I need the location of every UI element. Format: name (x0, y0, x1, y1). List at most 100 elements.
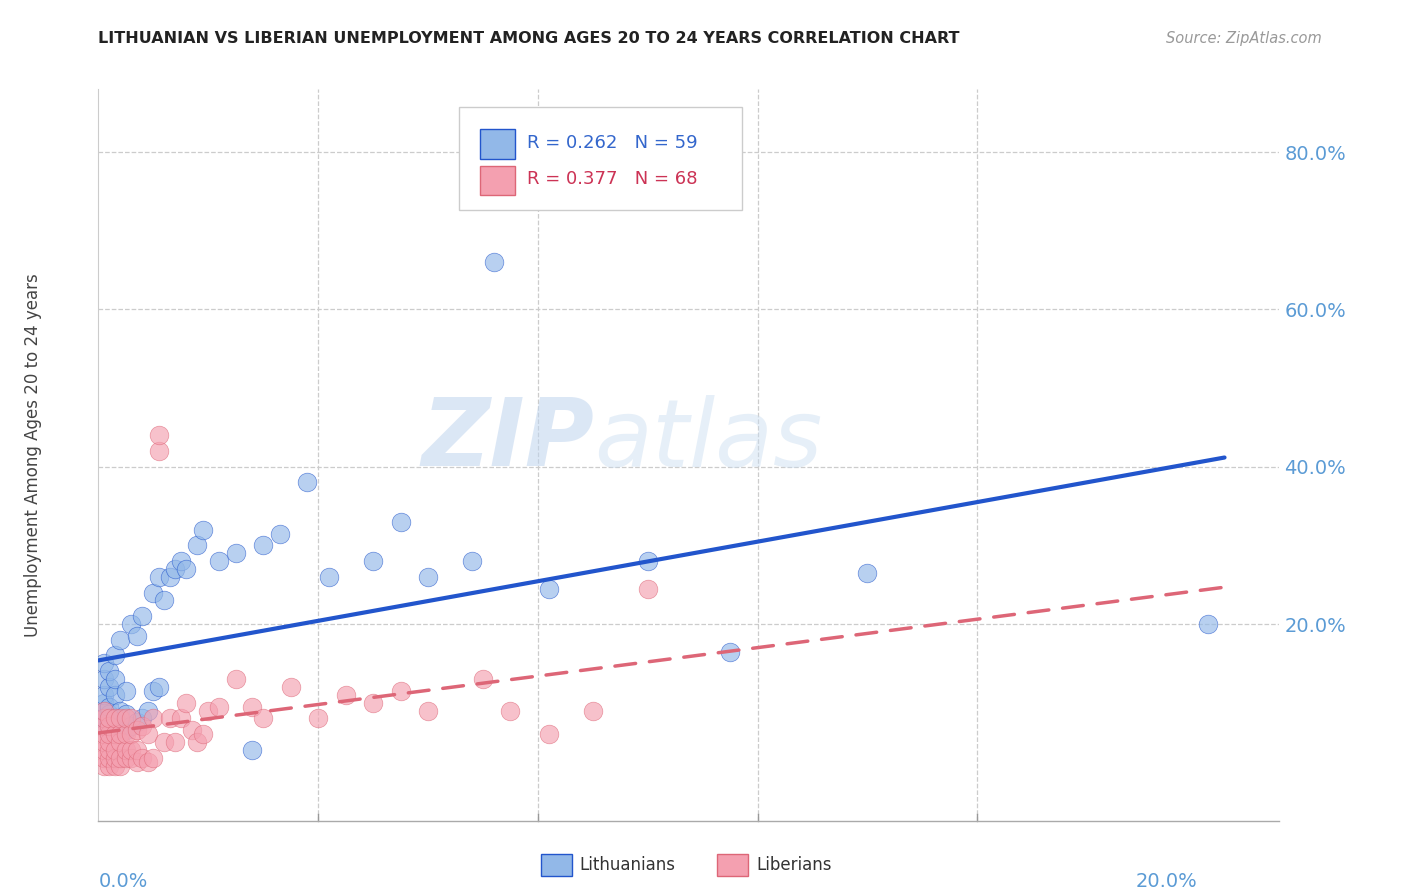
Point (104, 743, 127, 757)
Point (165, 735, 187, 749)
Point (120, 711, 142, 725)
Point (93, 657, 115, 671)
Point (186, 538, 208, 552)
Point (159, 711, 181, 725)
Point (115, 711, 138, 725)
Text: 0.0%: 0.0% (98, 871, 148, 891)
Point (482, 255, 505, 269)
Point (461, 554, 484, 568)
Point (637, 554, 659, 568)
Point (93, 758, 115, 772)
Point (98, 715, 121, 730)
Text: Lithuanians: Lithuanians (579, 856, 675, 874)
Point (280, 680, 302, 694)
Point (104, 723, 127, 738)
Point (104, 648, 127, 663)
Point (110, 632, 132, 647)
Point (180, 723, 202, 738)
Point (318, 570, 340, 584)
Point (104, 750, 127, 764)
Point (120, 727, 142, 741)
Point (115, 707, 138, 722)
Point (125, 723, 148, 738)
Point (104, 758, 127, 772)
Point (197, 704, 219, 718)
Text: 20.0%: 20.0% (1135, 871, 1197, 891)
Point (142, 585, 165, 599)
Point (148, 570, 170, 584)
Point (537, 582, 560, 596)
Text: Source: ZipAtlas.com: Source: ZipAtlas.com (1166, 31, 1322, 46)
FancyBboxPatch shape (479, 129, 516, 159)
Point (98, 719, 121, 733)
Point (416, 570, 439, 584)
Point (93, 719, 115, 733)
Point (389, 515, 412, 529)
Point (120, 617, 142, 632)
Point (120, 750, 142, 764)
Point (98, 707, 121, 722)
Point (115, 750, 138, 764)
Point (98, 664, 121, 678)
Point (307, 711, 329, 725)
Point (120, 719, 142, 733)
FancyBboxPatch shape (479, 166, 516, 195)
Point (416, 704, 439, 718)
Point (131, 750, 153, 764)
Text: Liberians: Liberians (756, 856, 832, 874)
Point (93, 696, 115, 710)
Point (110, 758, 132, 772)
Point (98, 735, 121, 749)
Point (98, 727, 121, 741)
Point (104, 711, 127, 725)
Point (142, 750, 165, 764)
Point (295, 475, 318, 490)
Point (93, 711, 115, 725)
Point (142, 711, 165, 725)
Point (104, 688, 127, 702)
Point (110, 704, 132, 718)
Point (98, 758, 121, 772)
Point (120, 743, 142, 757)
Point (93, 704, 115, 718)
Point (225, 672, 247, 686)
Point (110, 711, 132, 725)
Point (131, 719, 153, 733)
Text: R = 0.262   N = 59: R = 0.262 N = 59 (527, 134, 697, 152)
Point (537, 727, 560, 741)
Text: LITHUANIAN VS LIBERIAN UNEMPLOYMENT AMONG AGES 20 TO 24 YEARS CORRELATION CHART: LITHUANIAN VS LIBERIAN UNEMPLOYMENT AMON… (98, 31, 960, 46)
FancyBboxPatch shape (458, 108, 742, 210)
Point (148, 444, 170, 458)
Point (1197, 617, 1219, 632)
Point (98, 680, 121, 694)
Text: Unemployment Among Ages 20 to 24 years: Unemployment Among Ages 20 to 24 years (24, 273, 42, 637)
Point (240, 699, 263, 714)
Text: R = 0.377   N = 68: R = 0.377 N = 68 (527, 170, 697, 188)
Point (125, 743, 148, 757)
Point (225, 546, 247, 560)
Point (98, 699, 121, 714)
Point (136, 727, 159, 741)
Point (98, 727, 121, 741)
Point (856, 566, 879, 580)
Point (582, 704, 605, 718)
Point (148, 680, 170, 694)
Point (104, 672, 127, 686)
Point (718, 644, 741, 658)
Point (104, 711, 127, 725)
Point (176, 562, 198, 576)
Point (471, 672, 494, 686)
Point (142, 684, 165, 698)
Point (269, 526, 291, 541)
Point (93, 688, 115, 702)
Point (131, 609, 153, 624)
Point (208, 699, 231, 714)
Text: ZIP: ZIP (422, 394, 595, 486)
Point (170, 711, 193, 725)
Point (110, 735, 132, 749)
Point (252, 538, 274, 552)
Point (499, 704, 522, 718)
Point (125, 755, 148, 769)
Point (125, 715, 148, 730)
Point (131, 711, 153, 725)
